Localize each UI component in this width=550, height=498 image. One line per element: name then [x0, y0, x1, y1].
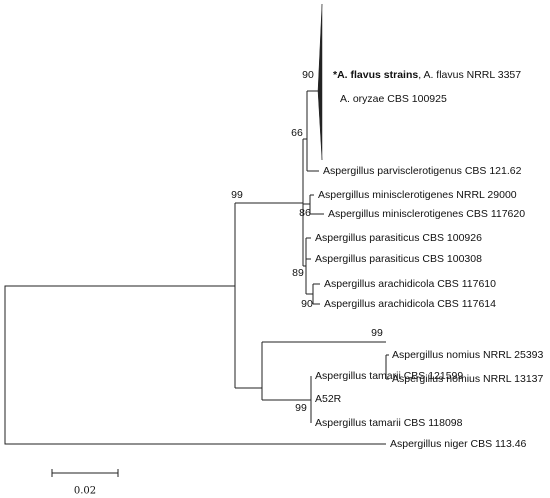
leaf-label-text: Aspergillus tamarii CBS 121599: [315, 370, 463, 382]
leaf-label-text: A. oryzae CBS 100925: [340, 93, 447, 105]
bootstrap-value: 99: [295, 402, 307, 414]
leaf-label-text: Aspergillus nomius NRRL 13137: [392, 373, 544, 385]
leaf-label-text: Aspergillus parasiticus CBS 100926: [315, 232, 482, 244]
bootstrap-labels: 90 66 99 86 89 90 99 99: [231, 69, 383, 414]
leaf-label-text: Aspergillus parasiticus CBS 100308: [315, 253, 482, 265]
leaf-label: Aspergillus parvisclerotigenus CBS 121.6…: [323, 165, 522, 177]
leaf-label-text: , A. flavus NRRL 3357: [418, 69, 521, 81]
leaf-label-text: A52R: [315, 393, 342, 405]
bootstrap-value: 90: [301, 298, 313, 310]
leaf-label-text: Aspergillus parvisclerotigenus CBS 121.6…: [323, 165, 522, 177]
leaf-label-text: Aspergillus minisclerotigenes CBS 117620: [328, 208, 525, 220]
leaf-label-text: Aspergillus nomius NRRL 25393: [392, 349, 544, 361]
leaf-label: Aspergillus nomius NRRL 25393: [392, 349, 544, 361]
branches: [4, 3, 389, 445]
bootstrap-value: 86: [299, 207, 311, 219]
leaf-label-text: Aspergillus tamarii CBS 118098: [315, 417, 463, 429]
leaf-label-text: Aspergillus arachidicola CBS 117610: [324, 278, 496, 290]
leaf-label: Aspergillus minisclerotigenes NRRL 29000: [318, 189, 517, 201]
leaf-label-text: Aspergillus arachidicola CBS 117614: [324, 298, 496, 310]
bootstrap-value: 99: [231, 189, 243, 201]
leaf-label-text: Aspergillus minisclerotigenes NRRL 29000: [318, 189, 517, 201]
leaf-labels: *A. flavus strains, A. flavus NRRL 3357 A…: [315, 69, 544, 450]
bootstrap-value: 66: [291, 127, 303, 139]
leaf-label: Aspergillus nomius NRRL 13137: [392, 373, 544, 385]
bootstrap-value: 89: [292, 267, 304, 279]
bootstrap-value: 99: [371, 327, 383, 339]
bootstrap-value: 90: [302, 69, 314, 81]
leaf-label: Aspergillus niger CBS 113.46: [390, 438, 527, 450]
leaf-label-bold: *A. flavus strains: [333, 69, 418, 81]
leaf-label: Aspergillus tamarii CBS 121599: [315, 370, 463, 382]
leaf-label: Aspergillus parasiticus CBS 100926: [315, 232, 482, 244]
leaf-label: A. oryzae CBS 100925: [340, 93, 447, 105]
leaf-label: Aspergillus arachidicola CBS 117614: [324, 298, 496, 310]
scale-bar-label: 0.02: [74, 486, 96, 497]
leaf-label: Aspergillus parasiticus CBS 100308: [315, 253, 482, 265]
leaf-label: Aspergillus tamarii CBS 118098: [315, 417, 463, 429]
scale-bar: 0.02: [51, 469, 119, 497]
leaf-label-text: Aspergillus niger CBS 113.46: [390, 438, 527, 450]
leaf-label: Aspergillus arachidicola CBS 117610: [324, 278, 496, 290]
leaf-label: Aspergillus minisclerotigenes CBS 117620: [328, 208, 525, 220]
leaf-label: *A. flavus strains, A. flavus NRRL 3357: [333, 69, 521, 81]
leaf-label: A52R: [315, 393, 342, 405]
